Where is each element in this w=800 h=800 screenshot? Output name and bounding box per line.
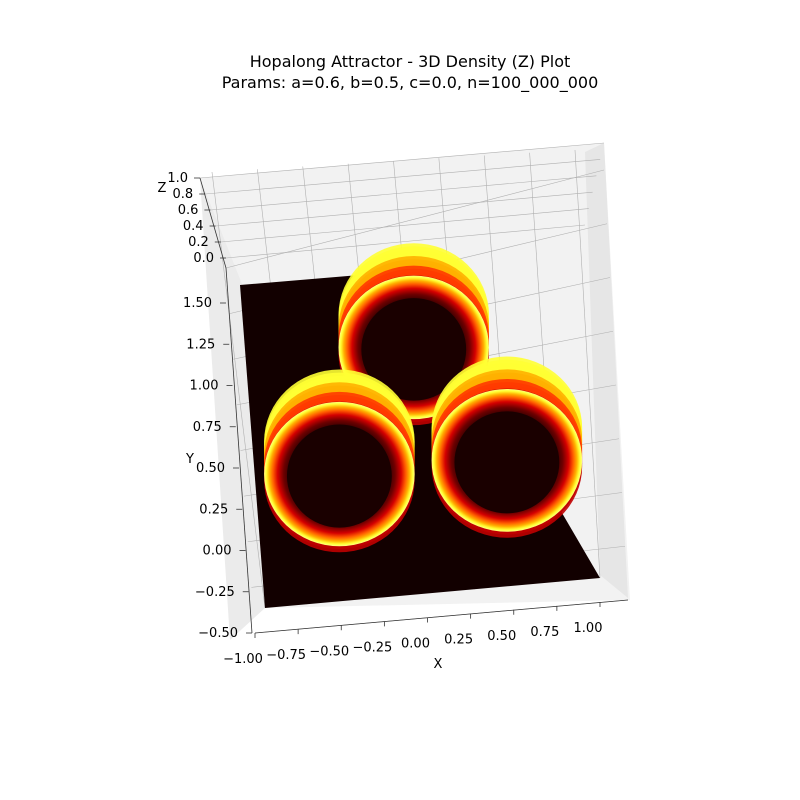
x-ticks: −1.00 −0.75 −0.50 −0.25 0.00 0.25 0.50 0.75 1.00 xyxy=(223,602,602,667)
z-tick-label: 0.2 xyxy=(188,235,209,250)
x-tick-label: −0.75 xyxy=(266,648,306,663)
x-tick-label: −0.25 xyxy=(352,640,392,655)
z-tick-label: 0.4 xyxy=(183,219,204,234)
y-tick-label: 0.00 xyxy=(203,544,232,559)
y-ticks: −0.50 −0.25 0.00 0.25 0.50 0.75 1.00 1.25 1.50 xyxy=(183,296,252,641)
chart-subtitle: Params: a=0.6, b=0.5, c=0.0, n=100_000_0… xyxy=(221,73,599,92)
grid-line xyxy=(220,208,589,243)
chart-title: Hopalong Attractor - 3D Density (Z) Plot xyxy=(249,52,571,71)
z-tick-label: 0.6 xyxy=(178,203,199,218)
y-tick-label: 0.25 xyxy=(199,502,228,517)
z-ticks: 0.00.20.40.60.81.0 xyxy=(167,171,226,266)
x-tick-label: 1.00 xyxy=(574,621,603,636)
x-tick-label: −0.50 xyxy=(309,644,349,659)
y-tick-label: 1.50 xyxy=(183,296,212,311)
ring-hole xyxy=(286,424,392,528)
x-axis-line xyxy=(254,599,629,634)
z-axis-label: Z xyxy=(158,181,167,196)
ring-hole xyxy=(454,411,560,514)
grid-line xyxy=(215,191,593,227)
x-axis-label: X xyxy=(434,657,443,672)
y-tick-label: 1.25 xyxy=(186,337,215,352)
ring-3 xyxy=(431,356,583,538)
ring-hole xyxy=(361,298,467,401)
y-tick-label: 0.75 xyxy=(193,420,222,435)
z-tick-label: 1.0 xyxy=(167,171,188,186)
y-axis-label: Y xyxy=(185,452,194,467)
grid-line xyxy=(205,159,601,195)
x-tick-label: 0.50 xyxy=(487,629,516,644)
right-pane xyxy=(585,143,628,598)
grid-line xyxy=(211,171,266,609)
z-axis-line xyxy=(199,177,227,269)
x-tick-label: 0.75 xyxy=(530,625,559,640)
left-pane xyxy=(200,178,265,640)
grid-line xyxy=(225,224,586,259)
grid-line xyxy=(574,149,601,579)
grid-line xyxy=(210,175,597,211)
x-tick-label: 0.00 xyxy=(401,637,430,652)
density-rings xyxy=(264,243,583,553)
x-tick-label: 0.25 xyxy=(444,633,473,648)
y-tick-label: −0.50 xyxy=(198,626,238,641)
y-axis-line xyxy=(225,267,253,634)
x-tick-label: −1.00 xyxy=(223,652,263,667)
y-tick-label: −0.25 xyxy=(195,585,235,600)
z-tick-label: 0.8 xyxy=(173,187,194,202)
grid-line xyxy=(225,169,605,269)
ring-2 xyxy=(264,369,415,553)
y-tick-label: 1.00 xyxy=(190,379,219,394)
y-tick-label: 0.50 xyxy=(196,461,225,476)
z-tick-label: 0.0 xyxy=(193,251,214,266)
grid-line xyxy=(199,142,605,179)
